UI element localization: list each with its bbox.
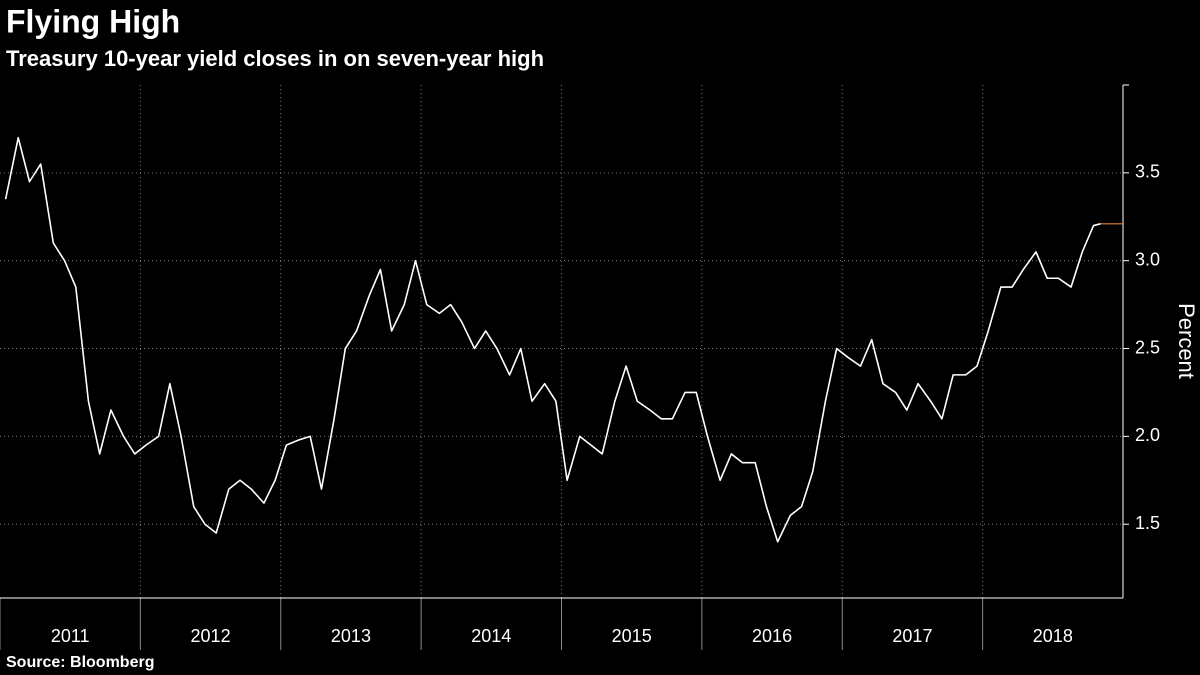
x-tick-label: 2016	[752, 626, 792, 646]
y-axis-label: Percent	[1174, 303, 1199, 379]
x-tick-label: 2014	[471, 626, 511, 646]
y-tick-label: 3.5	[1135, 162, 1160, 182]
y-tick-label: 3.0	[1135, 249, 1160, 269]
y-tick-label: 2.5	[1135, 337, 1160, 357]
y-tick-label: 1.5	[1135, 513, 1160, 533]
source: Source: Bloomberg	[6, 654, 154, 671]
x-tick-label: 2018	[1033, 626, 1073, 646]
x-tick-label: 2011	[51, 626, 90, 646]
y-tick-label: 2.0	[1135, 425, 1160, 445]
line	[4, 136, 1101, 543]
x-tick-label: 2013	[331, 626, 371, 646]
x-tick-label: 2012	[191, 626, 231, 646]
x-tick-label: 2015	[612, 626, 652, 646]
chart-title: Flying High	[6, 3, 180, 39]
chart-subtitle: Treasury 10-year yield closes in on seve…	[6, 46, 544, 71]
x-tick-label: 2017	[892, 626, 932, 646]
